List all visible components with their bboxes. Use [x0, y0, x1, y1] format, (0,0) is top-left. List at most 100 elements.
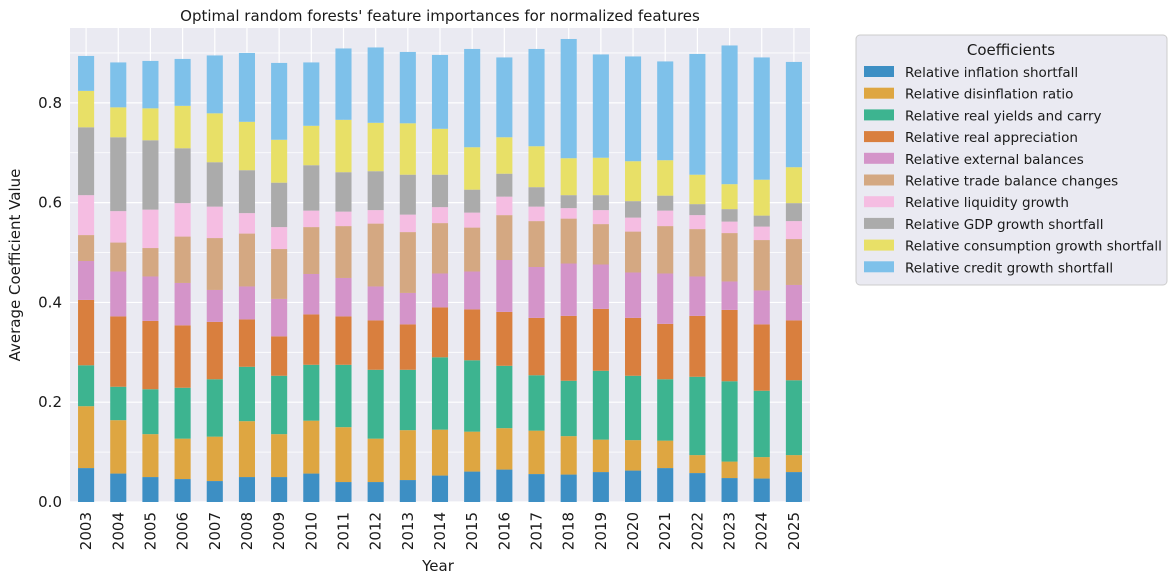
- bar-segment: [110, 386, 127, 421]
- bar-segment: [78, 365, 95, 407]
- x-tick-label: 2024: [753, 512, 771, 550]
- legend-label: Relative real yields and carry: [905, 108, 1102, 124]
- bar-segment: [721, 184, 738, 210]
- bar-segment: [431, 207, 449, 224]
- bar-segment: [721, 45, 738, 185]
- bar-segment: [78, 261, 95, 300]
- bar-segment: [142, 248, 159, 277]
- bar-segment: [528, 48, 545, 147]
- bar-segment: [625, 161, 642, 202]
- bar-segment: [689, 376, 706, 456]
- bar-segment: [560, 38, 577, 159]
- bar-segment: [528, 221, 545, 267]
- x-tick-label: 2019: [592, 512, 610, 550]
- legend-label: Relative disinflation ratio: [905, 87, 1073, 103]
- bar-segment: [174, 325, 191, 388]
- legend-swatch: [864, 131, 894, 143]
- bar-segment: [78, 55, 95, 91]
- bar-segment: [110, 271, 127, 317]
- bar-segment: [142, 320, 159, 390]
- bar-segment: [528, 317, 545, 376]
- bar-segment: [625, 217, 642, 232]
- bar-segment: [335, 226, 352, 278]
- bar-segment: [464, 360, 481, 432]
- bar-segment: [753, 179, 770, 216]
- bar-segment: [367, 210, 384, 224]
- bar-segment: [657, 160, 674, 196]
- y-axis: 0.0 0.2 0.4 0.6 0.8: [38, 94, 62, 511]
- bar-segment: [689, 215, 706, 230]
- bar-segment: [206, 379, 223, 437]
- legend-label: Relative external balances: [905, 152, 1084, 168]
- bar-segment: [238, 170, 255, 214]
- x-tick-label: 2018: [560, 512, 578, 550]
- bar-segment: [592, 157, 609, 196]
- bar-segment: [335, 119, 352, 173]
- bar-segment: [785, 320, 802, 381]
- x-tick-label: 2005: [141, 512, 159, 550]
- bar-segment: [753, 226, 770, 241]
- bar-segment: [528, 187, 545, 207]
- legend-swatch: [864, 196, 894, 208]
- bar-segment: [110, 107, 127, 138]
- x-tick-label: 2011: [334, 512, 352, 550]
- bar-segment: [592, 264, 609, 309]
- bar-segment: [303, 273, 320, 315]
- bar-segment: [399, 369, 416, 431]
- bar-segment: [657, 323, 674, 380]
- bar-segment: [625, 317, 642, 376]
- bar-segment: [78, 90, 95, 128]
- bar-segment: [431, 475, 449, 502]
- bar-segment: [142, 389, 159, 435]
- legend-label: Relative trade balance changes: [905, 174, 1118, 190]
- legend-swatch: [864, 217, 894, 229]
- x-tick-label: 2021: [656, 512, 674, 550]
- bar-segment: [335, 48, 352, 120]
- bar-segment: [206, 238, 223, 290]
- bar-segment: [689, 276, 706, 316]
- bar-segment: [657, 210, 674, 227]
- x-tick-label: 2015: [463, 512, 481, 550]
- bar-segment: [174, 236, 191, 283]
- bar-segment: [657, 61, 674, 161]
- bar-segment: [303, 62, 320, 126]
- bar-segment: [592, 195, 609, 211]
- bar-segment: [721, 461, 738, 479]
- bar-segment: [335, 172, 352, 212]
- x-axis: 2003 2004 2005 2006 2007 2008 2009 2010 2011 2012…: [77, 512, 803, 550]
- bar-segment: [303, 314, 320, 365]
- bar-segment: [785, 455, 802, 473]
- bar-segment: [206, 113, 223, 163]
- bar-segment: [625, 470, 642, 502]
- x-tick-label: 2016: [495, 512, 513, 550]
- bar-segment: [367, 47, 384, 123]
- bar-segment: [464, 48, 481, 148]
- x-tick-label: 2023: [721, 512, 739, 550]
- bar-segment: [174, 438, 191, 480]
- bar-segment: [753, 215, 770, 227]
- bar-segment: [431, 273, 449, 308]
- bar-segment: [367, 320, 384, 370]
- bar-segment: [335, 277, 352, 317]
- bar-segment: [142, 209, 159, 249]
- bar-segment: [271, 477, 288, 502]
- bar-segment: [367, 286, 384, 321]
- bar-segment: [689, 204, 706, 216]
- bar-segment: [689, 229, 706, 277]
- bar-segment: [110, 420, 127, 474]
- bar-segment: [238, 286, 255, 320]
- bar-segment: [592, 472, 609, 502]
- bar-segment: [592, 370, 609, 440]
- bar-segment: [657, 226, 674, 274]
- bar-segment: [367, 223, 384, 287]
- bar-segment: [689, 315, 706, 377]
- bar-segment: [174, 387, 191, 439]
- bar-segment: [399, 214, 416, 233]
- bar-segment: [238, 319, 255, 367]
- bar-segment: [271, 434, 288, 478]
- bar-segment: [399, 430, 416, 481]
- legend-swatch: [864, 239, 894, 251]
- bar-segment: [271, 227, 288, 250]
- bar-segment: [431, 223, 449, 274]
